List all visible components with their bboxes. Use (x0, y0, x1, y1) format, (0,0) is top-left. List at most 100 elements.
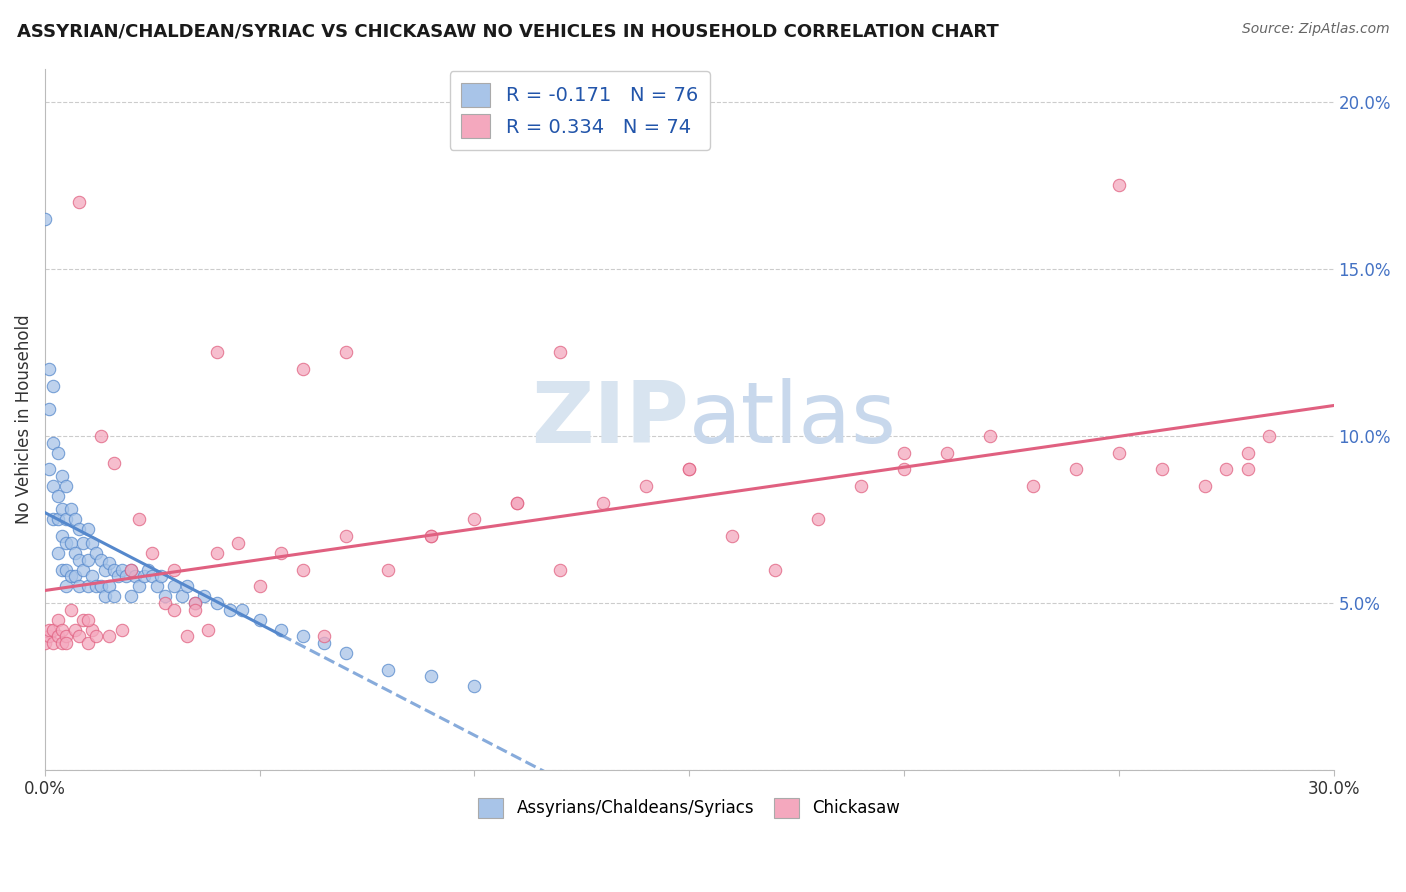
Point (55, 636, 77, 650)
Point (163, 563, 186, 577)
Point (46, 512, 69, 526)
Point (176, 579, 198, 593)
Point (80, 623, 103, 637)
Point (67, 552, 90, 566)
Point (1022, 479, 1045, 493)
Point (115, 569, 138, 583)
Point (120, 589, 142, 603)
Point (98, 556, 121, 570)
Point (205, 345, 228, 359)
Point (80, 536, 103, 550)
Point (46, 546, 69, 560)
Point (132, 569, 155, 583)
Point (172, 589, 194, 603)
Point (76, 523, 98, 537)
Point (218, 602, 240, 616)
Point (51, 563, 73, 577)
Point (936, 445, 959, 459)
Point (42, 623, 65, 637)
Point (506, 496, 529, 510)
Point (76, 613, 98, 627)
Point (849, 479, 872, 493)
Point (63, 569, 86, 583)
Point (1150, 462, 1173, 476)
Point (153, 589, 176, 603)
Text: Source: ZipAtlas.com: Source: ZipAtlas.com (1241, 22, 1389, 37)
Point (1108, 445, 1130, 459)
Point (893, 445, 915, 459)
Point (145, 579, 167, 593)
Point (67, 629, 90, 643)
Point (46, 629, 69, 643)
Point (86, 629, 108, 643)
Point (59, 569, 82, 583)
Point (120, 563, 142, 577)
Point (55, 479, 77, 493)
Point (94, 563, 117, 577)
Point (1108, 178, 1130, 193)
Point (72, 536, 94, 550)
Point (291, 362, 314, 376)
Point (51, 636, 73, 650)
Point (149, 569, 172, 583)
Point (721, 529, 744, 543)
Point (153, 596, 176, 610)
Point (42, 379, 65, 393)
Point (763, 563, 786, 577)
Point (807, 512, 830, 526)
Point (76, 552, 98, 566)
Point (335, 529, 357, 543)
Point (420, 529, 443, 543)
Point (111, 563, 134, 577)
Point (377, 663, 399, 677)
Point (63, 623, 86, 637)
Point (38, 462, 60, 476)
Point (249, 579, 271, 593)
Point (76, 636, 98, 650)
Point (226, 536, 249, 550)
Point (270, 546, 292, 560)
Point (34, 636, 56, 650)
Point (103, 456, 125, 470)
Point (184, 602, 207, 616)
Point (678, 462, 700, 476)
Point (420, 529, 443, 543)
Point (34, 211, 56, 226)
Point (1215, 462, 1237, 476)
Text: ZIP: ZIP (531, 377, 689, 461)
Point (291, 563, 314, 577)
Point (42, 479, 65, 493)
Point (46, 445, 69, 459)
Point (550, 345, 572, 359)
Point (72, 563, 94, 577)
Point (111, 623, 134, 637)
Point (55, 579, 77, 593)
Point (59, 502, 82, 516)
Point (38, 623, 60, 637)
Point (1236, 462, 1258, 476)
Point (51, 469, 73, 483)
Point (107, 569, 129, 583)
Point (893, 462, 915, 476)
Point (42, 435, 65, 450)
Point (38, 629, 60, 643)
Point (80, 569, 103, 583)
Point (90, 429, 112, 443)
Point (205, 546, 228, 560)
Point (270, 623, 292, 637)
Y-axis label: No Vehicles in Household: No Vehicles in Household (15, 315, 32, 524)
Point (120, 563, 142, 577)
Point (979, 429, 1001, 443)
Point (377, 563, 399, 577)
Point (42, 636, 65, 650)
Point (636, 479, 658, 493)
Point (163, 579, 186, 593)
Point (90, 579, 112, 593)
Point (63, 512, 86, 526)
Point (312, 629, 335, 643)
Point (59, 536, 82, 550)
Point (176, 629, 198, 643)
Point (72, 613, 94, 627)
Point (1064, 462, 1087, 476)
Point (46, 613, 69, 627)
